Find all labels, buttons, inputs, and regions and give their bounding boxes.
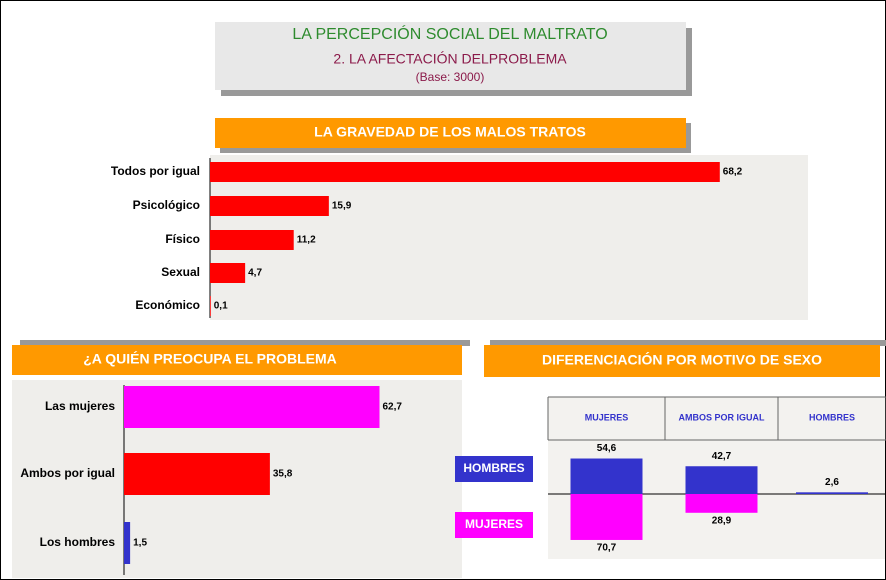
- y-tick-label: Psicológico: [133, 198, 200, 212]
- data-label: 0,1: [214, 301, 228, 312]
- y-tick-label: Los hombres: [40, 535, 116, 549]
- banner: [484, 345, 880, 377]
- bar: [796, 492, 868, 494]
- y-tick-label: Todos por igual: [111, 164, 200, 178]
- bar: [685, 466, 758, 494]
- chart-title: LA GRAVEDAD DE LOS MALOS TRATOS: [314, 124, 586, 140]
- banner: [215, 118, 686, 148]
- chart-title: DIFERENCIACIÓN POR MOTIVO DE SEXO: [542, 351, 822, 368]
- banner-shadow: [20, 340, 470, 346]
- bar: [124, 386, 380, 428]
- banner-shadow: [490, 340, 886, 346]
- data-label: 54,6: [597, 443, 617, 454]
- subtitle: 2. LA AFECTACIÓN DELPROBLEMA: [333, 51, 567, 67]
- data-label: 42,7: [712, 451, 732, 462]
- bar: [210, 230, 294, 250]
- data-label: 62,7: [383, 402, 403, 413]
- base: (Base: 3000): [416, 70, 485, 84]
- data-label: 35,8: [273, 469, 293, 480]
- bar: [124, 453, 270, 495]
- data-label: 70,7: [597, 543, 617, 554]
- bar: [570, 494, 643, 540]
- data-label: 28,9: [712, 515, 732, 526]
- column-header: MUJERES: [585, 412, 629, 422]
- bar: [124, 522, 131, 564]
- data-label: 1,5: [133, 538, 147, 549]
- title: LA PERCEPCIÓN SOCIAL DEL MALTRATO: [292, 24, 607, 43]
- y-tick-label: Económico: [135, 298, 200, 312]
- header-box: [215, 22, 686, 90]
- data-label: 68,2: [723, 167, 743, 178]
- bar: [210, 296, 211, 316]
- data-label: 11,2: [297, 235, 316, 246]
- y-tick-label: Ambos por igual: [20, 466, 115, 480]
- legend-label: HOMBRES: [463, 461, 524, 475]
- y-tick-label: Físico: [165, 232, 200, 246]
- column-header: AMBOS POR IGUAL: [678, 412, 765, 422]
- chart-title: ¿A QUIÉN PREOCUPA EL PROBLEMA: [83, 351, 337, 367]
- bar: [570, 458, 643, 494]
- y-tick-label: Las mujeres: [45, 399, 115, 413]
- data-label: 4,7: [248, 268, 262, 279]
- bar: [210, 263, 246, 283]
- legend-label: MUJERES: [465, 517, 523, 531]
- data-label: 2,6: [825, 477, 839, 488]
- data-label: 15,9: [332, 201, 352, 212]
- y-tick-label: Sexual: [161, 265, 200, 279]
- legend-swatch: [455, 456, 533, 482]
- bar: [685, 494, 758, 513]
- bar: [210, 162, 720, 182]
- banner: [12, 345, 462, 375]
- bar: [210, 196, 329, 216]
- plot-area: [210, 155, 808, 320]
- column-header: HOMBRES: [809, 412, 855, 422]
- legend-swatch: [455, 512, 533, 538]
